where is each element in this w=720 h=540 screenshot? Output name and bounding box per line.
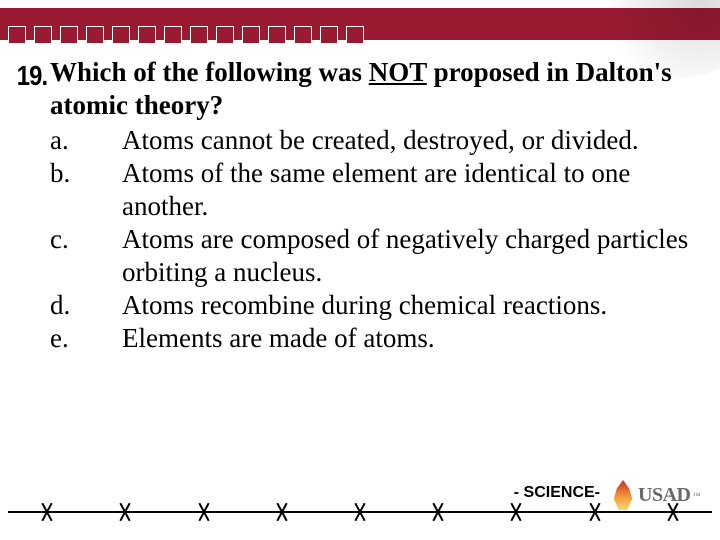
barb-icon xyxy=(117,502,133,522)
option-row: c.Atoms are composed of negatively charg… xyxy=(50,223,700,289)
options-list: a.Atoms cannot be created, destroyed, or… xyxy=(50,124,700,355)
option-text: Elements are made of atoms. xyxy=(122,322,700,355)
header-square xyxy=(34,26,52,44)
option-letter: a. xyxy=(50,124,122,157)
option-row: e.Elements are made of atoms. xyxy=(50,322,700,355)
header-square xyxy=(242,26,260,44)
option-row: d.Atoms recombine during chemical reacti… xyxy=(50,289,700,322)
header-square xyxy=(320,26,338,44)
barb-icon xyxy=(274,502,290,522)
barbed-wire-divider xyxy=(8,502,712,522)
header-square xyxy=(112,26,130,44)
header-square xyxy=(268,26,286,44)
header-square xyxy=(294,26,312,44)
question-text: Which of the following was NOT proposed … xyxy=(50,56,700,122)
option-letter: e. xyxy=(50,322,122,355)
header-square xyxy=(138,26,156,44)
footer-subject-label: - SCIENCE- xyxy=(514,484,600,502)
header-square xyxy=(346,26,364,44)
barb-icon xyxy=(39,502,55,522)
barb-icon xyxy=(587,502,603,522)
question-not-underlined: NOT xyxy=(369,57,427,87)
option-text: Atoms cannot be created, destroyed, or d… xyxy=(122,124,700,157)
header-band xyxy=(0,0,720,50)
logo-trademark: ™ xyxy=(692,491,700,500)
header-square xyxy=(8,26,26,44)
header-square xyxy=(60,26,78,44)
option-row: b.Atoms of the same element are identica… xyxy=(50,157,700,223)
barb-icon xyxy=(508,502,524,522)
header-square xyxy=(216,26,234,44)
question-number: 19. xyxy=(17,60,48,92)
question-pre: Which of the following was xyxy=(50,57,369,87)
option-text: Atoms recombine during chemical reaction… xyxy=(122,289,700,322)
barb-icon xyxy=(665,502,681,522)
header-square xyxy=(86,26,104,44)
option-row: a.Atoms cannot be created, destroyed, or… xyxy=(50,124,700,157)
option-letter: d. xyxy=(50,289,122,322)
option-letter: c. xyxy=(50,223,122,289)
header-square xyxy=(164,26,182,44)
question-block: Which of the following was NOT proposed … xyxy=(50,56,700,354)
option-letter: b. xyxy=(50,157,122,223)
barb-icon xyxy=(196,502,212,522)
header-square-row xyxy=(8,26,364,44)
option-text: Atoms are composed of negatively charged… xyxy=(122,223,700,289)
barb-icon xyxy=(430,502,446,522)
header-square xyxy=(190,26,208,44)
barb-icon xyxy=(352,502,368,522)
option-text: Atoms of the same element are identical … xyxy=(122,157,700,223)
content-area: 19. Which of the following was NOT propo… xyxy=(14,56,700,354)
